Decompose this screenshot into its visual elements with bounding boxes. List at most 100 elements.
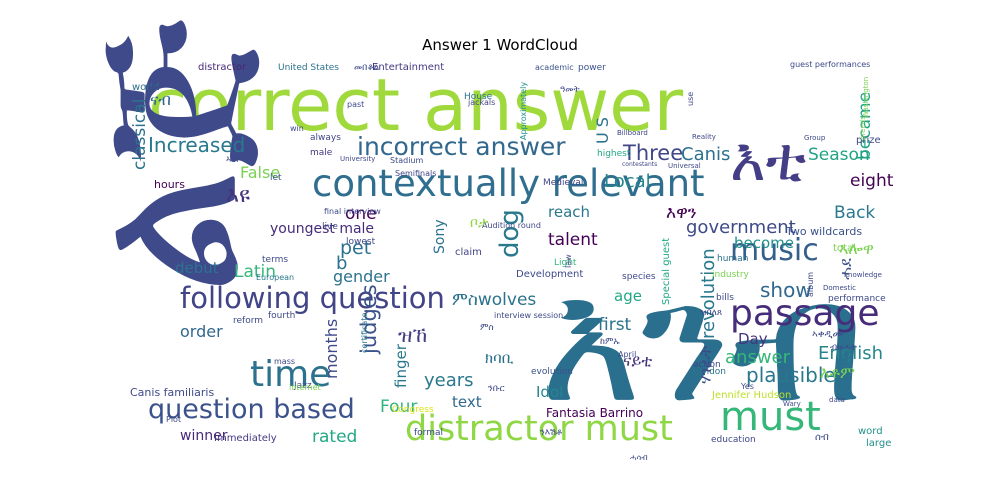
cloud-word: word — [858, 426, 883, 437]
cloud-word: Special guest — [661, 238, 672, 305]
cloud-word: talent — [548, 230, 598, 250]
cloud-word: fourth — [268, 311, 295, 321]
cloud-word: ናብ — [150, 90, 171, 109]
cloud-word: internet — [289, 383, 321, 392]
cloud-word: total — [833, 243, 856, 254]
cloud-word: ሓደ — [836, 258, 855, 280]
cloud-word: Universal — [668, 162, 701, 170]
cloud-word: one — [345, 204, 377, 224]
cloud-word: first — [598, 315, 632, 335]
cloud-word: order — [180, 322, 223, 341]
cloud-word: male — [310, 148, 333, 158]
cloud-word: Three — [622, 141, 683, 165]
cloud-word: Jennifer Hudson — [711, 390, 791, 401]
cloud-word: Two wildcards — [785, 225, 862, 238]
cloud-word: Fantasia Barrino — [546, 406, 643, 420]
cloud-word: Billboard — [617, 129, 648, 137]
cloud-word: Latin — [234, 262, 276, 282]
cloud-word: ምስwolves — [452, 290, 536, 310]
cloud-word: Approximately — [519, 82, 528, 140]
cloud-word: hours — [154, 178, 185, 191]
cloud-word: Light — [554, 258, 577, 268]
cloud-word: become — [734, 234, 794, 252]
cloud-word: መበቆል — [354, 63, 379, 73]
cloud-word: formal — [414, 428, 443, 438]
cloud-word: let — [270, 173, 282, 183]
cloud-word: b — [336, 253, 347, 274]
cloud-word: contextually relevant — [312, 162, 705, 205]
cloud-word: prize — [856, 135, 881, 146]
cloud-word: Local — [604, 171, 651, 192]
cloud-word: European — [256, 273, 294, 282]
cloud-word: እንብ — [540, 243, 865, 441]
cloud-word: must — [720, 394, 821, 440]
cloud-word: ዓመት — [560, 85, 580, 95]
cloud-word: Development — [516, 269, 583, 280]
cloud-word: ሓሳብ — [630, 453, 648, 462]
cloud-word: Plot — [166, 415, 181, 424]
cloud-word: rated — [312, 427, 357, 447]
cloud-word: industry — [712, 270, 750, 280]
cloud-word: winner — [180, 428, 228, 444]
cloud-word: law — [564, 254, 573, 268]
cloud-word: Day — [738, 330, 768, 348]
cloud-word: show — [760, 278, 812, 302]
cloud-word: use — [686, 92, 695, 106]
cloud-word: large — [866, 438, 891, 449]
cloud-word: highest — [597, 149, 631, 159]
cloud-word: Washington — [862, 77, 870, 118]
cloud-word: jackals — [467, 98, 495, 107]
cloud-word: Yes — [740, 382, 754, 391]
cloud-word: Domestic — [823, 284, 856, 292]
cloud-word: live — [322, 222, 338, 232]
cloud-word: Wary — [783, 400, 801, 408]
cloud-word: እቲ — [730, 125, 806, 195]
cloud-word: lowest — [346, 237, 376, 247]
cloud-word: Back — [834, 203, 875, 223]
cloud-word: U S — [593, 117, 612, 144]
cloud-word: ኣብ — [226, 155, 238, 165]
cloud-word: Reality — [692, 133, 716, 141]
cloud-word: terms — [262, 255, 288, 265]
cloud-word: performance — [828, 294, 886, 304]
cloud-word: English — [818, 343, 883, 364]
cloud-word: ኣሎዋ — [839, 239, 874, 258]
cloud-word: April — [618, 350, 636, 359]
cloud-word: ናይቲ — [623, 351, 652, 370]
cloud-word: Audition round — [482, 221, 541, 230]
cloud-word: human — [717, 254, 748, 264]
cloud-word: ምስ — [480, 323, 494, 333]
cloud-word: Canis familiaris — [130, 386, 214, 399]
cloud-word: certificate — [360, 313, 369, 353]
cloud-word: Season — [808, 145, 870, 165]
cloud-word: እዋን — [666, 203, 697, 223]
cloud-word: እዩ — [226, 183, 250, 208]
cloud-word: ሰብ — [815, 432, 829, 443]
cloud-word: reach — [548, 203, 590, 221]
cloud-word: album — [806, 272, 815, 297]
cloud-word: years — [424, 370, 474, 391]
cloud-word: government — [686, 217, 796, 238]
cloud-word: Medieval — [543, 178, 583, 188]
cloud-word: revolution — [698, 248, 719, 339]
cloud-word: House — [464, 92, 493, 102]
cloud-word: ብዙሓት — [830, 343, 857, 353]
cloud-word: judges — [357, 284, 381, 355]
cloud-word: education — [711, 435, 756, 445]
cloud-word: dog — [495, 209, 525, 258]
cloud-word: contestants — [622, 161, 657, 168]
cloud-word: action — [693, 360, 721, 370]
cloud-word: እቶም — [820, 363, 855, 382]
cloud-word: Four — [380, 397, 417, 417]
cloud-word: Increased — [148, 133, 245, 157]
cloud-word: ሃገራት — [696, 346, 715, 384]
cloud-word: bills — [716, 293, 734, 303]
cloud-word: became — [855, 92, 875, 160]
cloud-word: Congress — [392, 405, 434, 415]
cloud-word: answer — [725, 347, 791, 368]
cloud-word: ዝኸ — [398, 323, 427, 347]
cloud-word: London — [693, 367, 726, 377]
cloud-word: evolution — [531, 367, 573, 377]
cloud-word: breeds — [859, 116, 867, 140]
